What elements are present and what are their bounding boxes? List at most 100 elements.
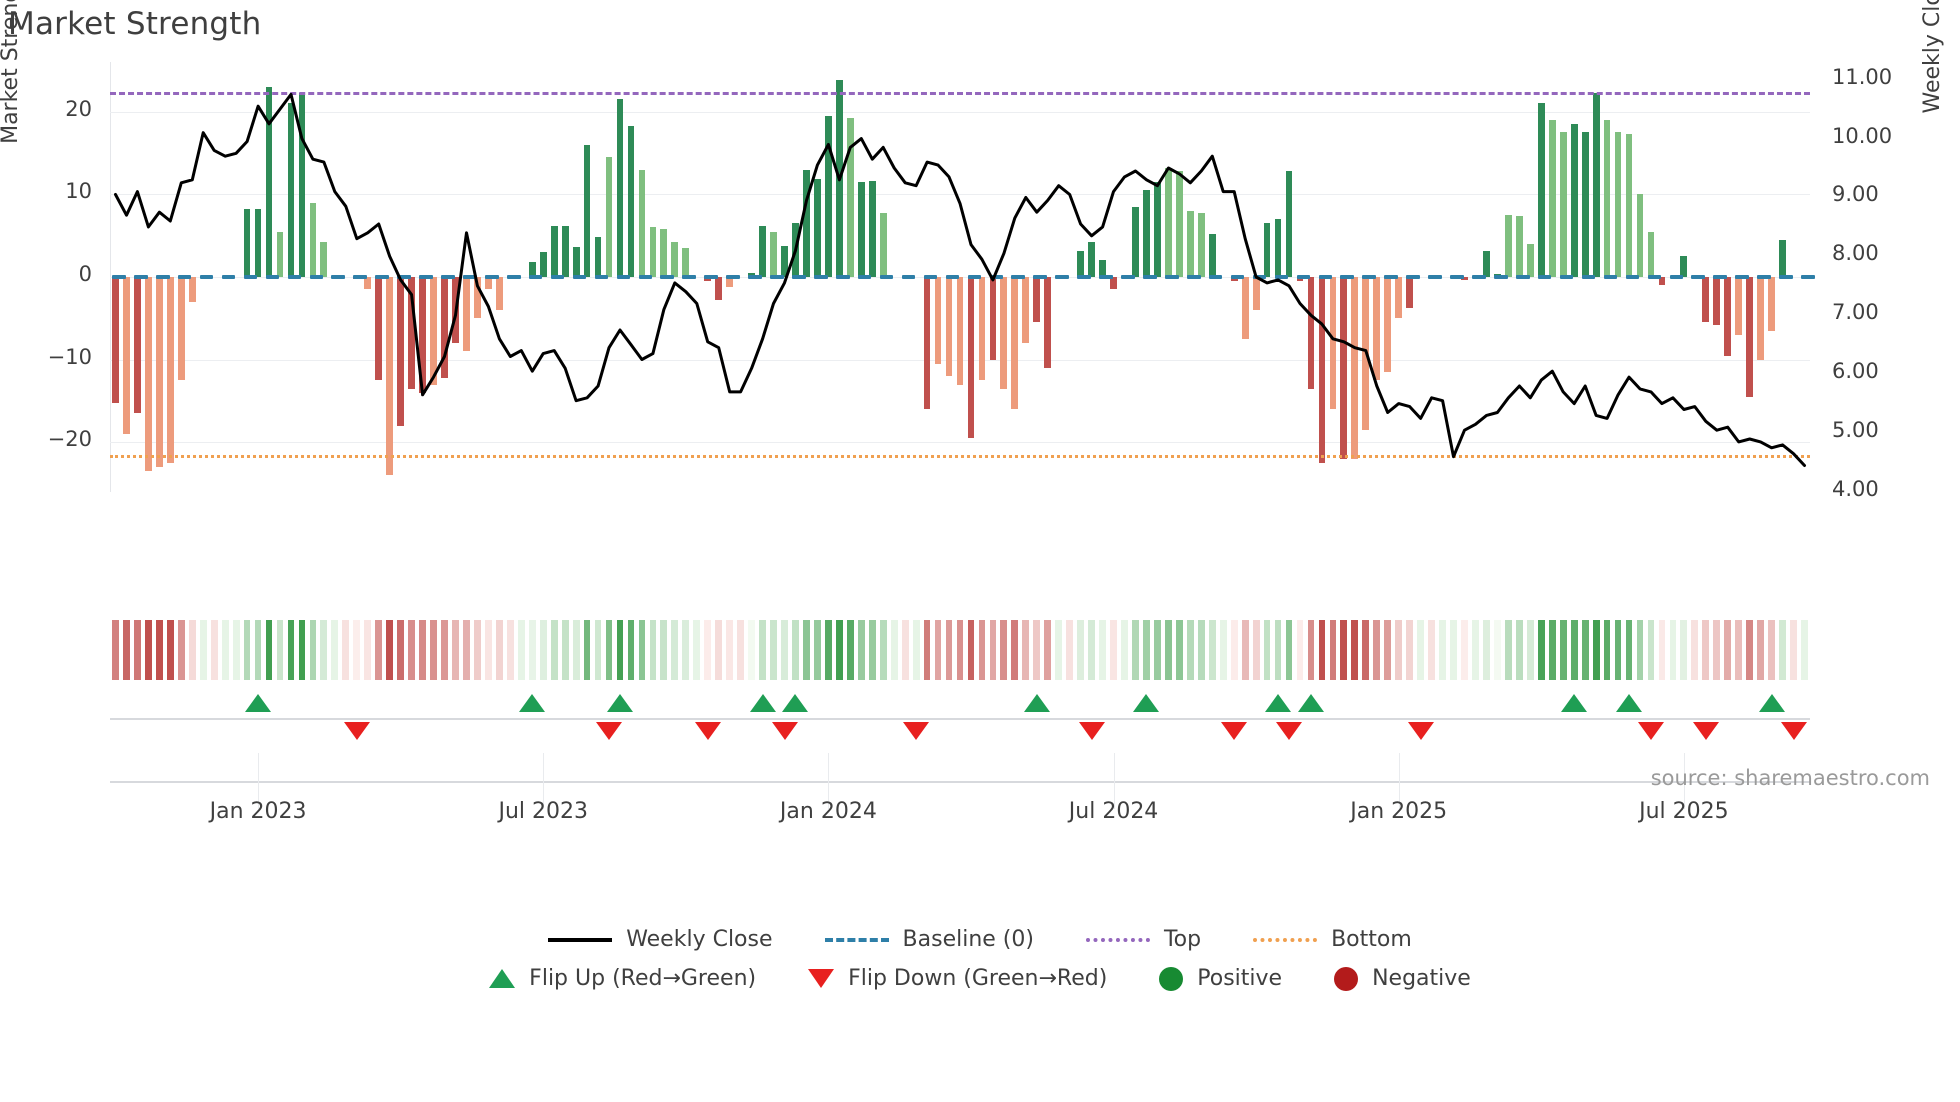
heatmap-cell [506,620,514,680]
strength-bar [1033,277,1041,323]
baseline-segment [1164,275,1179,279]
heatmap-cell [759,620,766,680]
strength-bar [726,277,734,287]
strength-bar [1186,210,1194,277]
heatmap-cell [408,620,415,680]
heatmap-cell [1669,620,1677,680]
legend-item[interactable]: Top [1085,927,1201,952]
y-tick-right: 8.00 [1832,241,1879,266]
heatmap-cell [638,620,646,680]
baseline-segment [660,275,675,279]
flip-down-marker [596,722,623,740]
x-tick-mark [543,753,545,809]
baseline-segment [901,275,916,279]
strength-bar [320,242,328,277]
legend-item[interactable]: Flip Down (Green→Red) [808,966,1107,991]
baseline-segment [134,275,148,279]
heatmap-cell [627,620,635,680]
baseline-segment [221,275,236,279]
y-tick-right: 9.00 [1832,182,1879,207]
heatmap-cell [956,620,964,680]
baseline-segment [1230,275,1245,279]
x-tick-label: Jan 2023 [209,799,307,824]
legend-item[interactable]: Bottom [1253,927,1412,952]
legend-row-secondary: Flip Up (Red→Green) Flip Down (Green→Red)… [0,959,1960,998]
baseline-segment [1208,275,1223,279]
strength-bar [868,181,876,277]
y-tick-right: 11.00 [1832,64,1893,89]
baseline-segment [1581,275,1596,279]
legend-item[interactable]: Negative [1334,966,1471,991]
heatmap-cell [528,620,536,680]
heatmap-cell [1680,620,1688,680]
heatmap-cell [792,620,799,680]
strength-bar [1548,119,1556,277]
baseline-segment [989,275,1004,279]
strength-bar [1154,181,1161,277]
heatmap-cell [397,620,405,680]
baseline-segment [1691,275,1706,279]
strength-bar [1515,215,1523,277]
heatmap-cell [1548,620,1556,680]
flip-up-marker [1758,694,1785,712]
strength-bar [1680,256,1688,277]
heatmap-cell [320,620,328,680]
heatmap-cell [682,620,690,680]
baseline-segment [792,275,806,279]
legend-item[interactable]: Weekly Close [548,927,773,952]
strength-bar [824,115,832,277]
y-tick-right: 6.00 [1832,359,1879,384]
strength-bar [495,277,503,311]
baseline-segment [1011,275,1026,279]
heatmap-cell [978,620,986,680]
y-tick-right: 5.00 [1832,418,1879,443]
baseline-segment [419,275,433,279]
flip-up-marker [245,694,272,712]
legend-item[interactable]: Baseline (0) [824,927,1034,952]
heatmap-cell [353,620,361,680]
strength-bar [770,231,777,277]
strength-bar [1768,277,1775,331]
triangle-down-icon [808,969,835,988]
heatmap-cell [1219,620,1227,680]
heatmap-cell [1132,620,1139,680]
strength-bar [1099,260,1106,277]
heatmap-cell [1603,620,1611,680]
heatmap-cell [298,620,306,680]
baseline-segment [1252,275,1267,279]
strength-bar [660,229,668,277]
heatmap-cell [1625,620,1633,680]
heatmap-cell [386,620,394,680]
legend-item[interactable]: Flip Up (Red→Green) [489,966,756,991]
baseline-segment [1186,275,1201,279]
strength-bar [1504,214,1512,277]
strength-bar [1636,194,1644,277]
y-tick-right: 4.00 [1832,477,1879,501]
strength-bar [243,209,251,277]
legend-item[interactable]: Positive [1159,966,1282,991]
heatmap-cell [1504,620,1512,680]
strength-bar [463,277,470,352]
baseline-segment [770,275,784,279]
gridline [110,442,1810,444]
baseline-segment [265,275,280,279]
baseline-segment [1625,275,1640,279]
strength-bar [1384,277,1392,373]
heatmap-cell [342,620,350,680]
heatmap-cell [1450,620,1457,680]
flip-up-marker [1297,694,1324,712]
heatmap-cell [1515,620,1523,680]
baseline-segment [484,275,499,279]
heatmap-cell [868,620,876,680]
heatmap-cell [1274,620,1282,680]
x-tick-label: Jan 2024 [779,799,877,824]
strength-bar [989,277,997,360]
legend-label: Flip Up (Red→Green) [529,966,757,991]
strength-bar [155,277,163,468]
flip-down-marker [1780,722,1807,740]
heatmap-cell [1647,620,1655,680]
baseline-segment [1537,275,1552,279]
strength-bar [967,277,975,439]
strength-bar [265,86,273,277]
